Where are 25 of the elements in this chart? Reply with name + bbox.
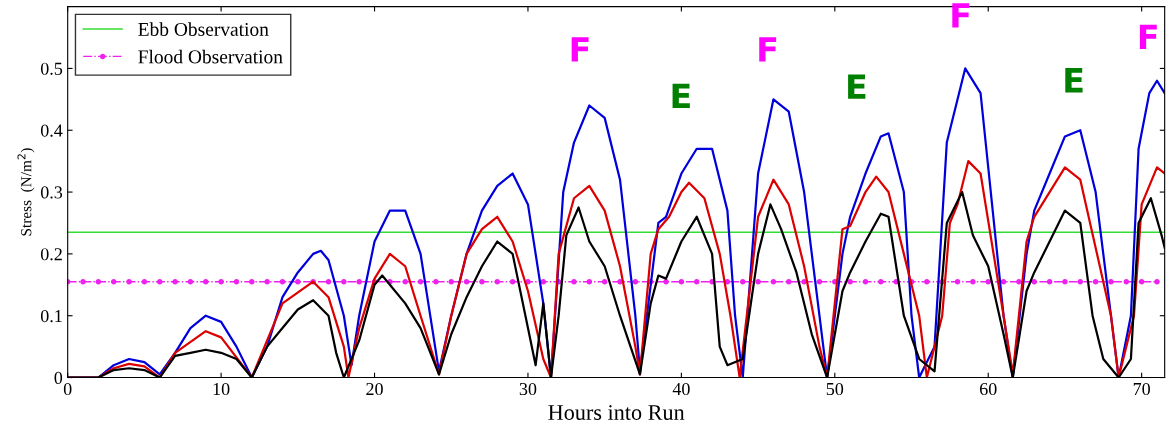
annotation: F — [952, 3, 970, 28]
y-tick-label: 0 — [54, 371, 63, 384]
annotation: F — [571, 37, 589, 62]
y-tick-label: 0.1 — [40, 309, 62, 323]
x-tick-label: 60 — [979, 382, 997, 396]
x-tick-label: 10 — [213, 382, 230, 396]
annotation: E — [1065, 68, 1083, 93]
x-tick-label: 20 — [366, 382, 383, 396]
annotation: E — [848, 74, 866, 99]
y-tick-label: 0.2 — [40, 248, 62, 261]
legend-label: Ebb Observation — [138, 22, 269, 36]
annotation: E — [672, 83, 690, 108]
x-tick-label: 50 — [826, 382, 844, 396]
legend-label: Flood Observation — [138, 49, 283, 64]
y-tick-label: 0.4 — [40, 124, 63, 137]
x-axis-title: Hours into Run — [548, 405, 685, 420]
y-tick-label: 0.5 — [40, 62, 63, 75]
x-tick-label: 0 — [63, 382, 72, 396]
x-tick-label: 40 — [672, 382, 690, 396]
x-tick-label: 30 — [519, 382, 537, 396]
annotation: F — [1139, 24, 1157, 49]
y-axis-title: Stress (N/m$^{2}$) — [17, 148, 35, 236]
annotation: F — [759, 37, 777, 62]
x-tick-label: 70 — [1133, 382, 1150, 396]
y-tick-label: 0.3 — [40, 186, 63, 199]
